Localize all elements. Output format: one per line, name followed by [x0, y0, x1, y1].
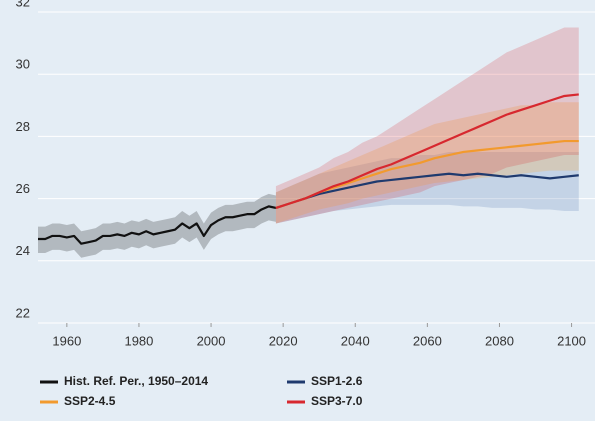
- y-tick-label: 26: [16, 181, 30, 196]
- y-tick-label: 22: [16, 305, 30, 320]
- x-tick-label: 1980: [124, 333, 153, 348]
- legend-label: Hist. Ref. Per., 1950–2014: [64, 374, 208, 388]
- series-line: [275, 172, 579, 209]
- series-line: [38, 205, 277, 245]
- axes: 22 24 26 28 30 32 1960 1980 2000 2020 2040 2060 2080…: [16, 0, 586, 408]
- y-tick-label: 24: [16, 243, 30, 258]
- series-line: [275, 93, 579, 209]
- legend-label: SSP3-7.0: [311, 394, 363, 408]
- y-tick-label: 28: [16, 119, 30, 134]
- uncertainty-band: [38, 193, 276, 258]
- x-tick-label: 2080: [485, 333, 514, 348]
- uncertainty-band: [275, 151, 579, 224]
- x-tick-label: 2020: [269, 333, 298, 348]
- legend-label: SSP1-2.6: [311, 374, 363, 388]
- x-tick-label: 2040: [341, 333, 370, 348]
- legend-label: SSP2-4.5: [64, 394, 116, 408]
- plot-area: [38, 27, 579, 258]
- y-tick-label: 30: [16, 57, 30, 72]
- x-tick-label: 2000: [197, 333, 226, 348]
- grid: [38, 11, 595, 324]
- y-tick-label: 32: [16, 0, 30, 9]
- x-tick-label: 1960: [52, 333, 81, 348]
- x-tick-label: 2060: [413, 333, 442, 348]
- uncertainty-band: [275, 102, 579, 224]
- uncertainty-band: [275, 27, 579, 224]
- x-tick-label: 2100: [557, 333, 586, 348]
